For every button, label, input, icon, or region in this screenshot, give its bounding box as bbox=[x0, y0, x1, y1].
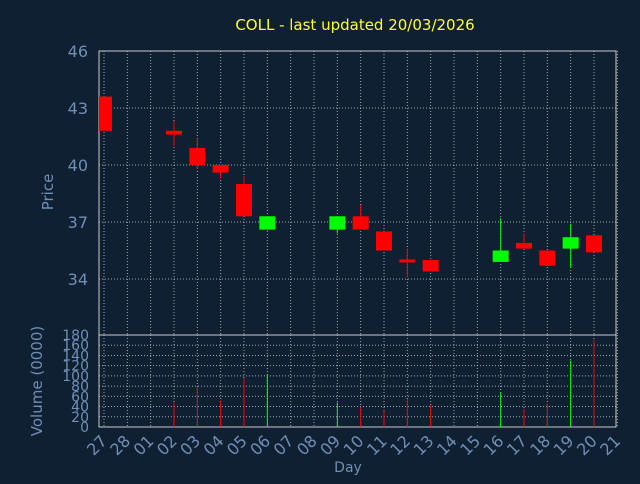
candle-body bbox=[562, 237, 579, 249]
price-tick-label: 40 bbox=[68, 156, 88, 175]
price-tick-label: 37 bbox=[68, 213, 88, 232]
price-tick-label: 43 bbox=[68, 99, 88, 118]
volume-tick-label: 160 bbox=[62, 338, 89, 354]
candle-body bbox=[539, 250, 556, 266]
chart-title: COLL - last updated 20/03/2026 bbox=[235, 16, 474, 34]
volume-tick-label: 60 bbox=[71, 389, 89, 405]
price-tick-label: 46 bbox=[68, 42, 88, 61]
candle-body bbox=[516, 242, 532, 249]
volume-tick-label: 0 bbox=[80, 420, 89, 436]
volume-tick-label: 80 bbox=[71, 379, 89, 395]
volume-tick-label: 180 bbox=[62, 328, 89, 344]
price-axis-label: Price bbox=[39, 174, 57, 211]
price-tick-label: 34 bbox=[68, 270, 88, 289]
candle-body bbox=[99, 96, 112, 131]
candle-body bbox=[352, 216, 369, 230]
volume-tick-label: 120 bbox=[62, 359, 89, 375]
volume-tick-label: 20 bbox=[71, 410, 89, 426]
candle-body bbox=[376, 231, 392, 251]
price-panel: 34 37 40 43 46 bbox=[68, 42, 618, 336]
candle-body bbox=[329, 216, 346, 230]
x-axis-label: Day bbox=[334, 460, 362, 476]
volume-tick-label: 140 bbox=[62, 348, 89, 364]
candle-body bbox=[586, 235, 602, 253]
volume-panel-border bbox=[98, 334, 617, 428]
volume-axis-label: Volume (0000) bbox=[28, 326, 46, 436]
candle-body bbox=[399, 259, 416, 263]
candle-body bbox=[212, 165, 229, 173]
candle-body bbox=[492, 250, 509, 262]
candle-body bbox=[259, 216, 276, 230]
volume-tick-label: 40 bbox=[71, 400, 89, 416]
volume-tick-label: 100 bbox=[62, 369, 89, 385]
candle-body bbox=[166, 130, 182, 135]
candle-body bbox=[422, 260, 439, 272]
candle-body bbox=[189, 147, 206, 165]
candle-body bbox=[236, 184, 252, 217]
